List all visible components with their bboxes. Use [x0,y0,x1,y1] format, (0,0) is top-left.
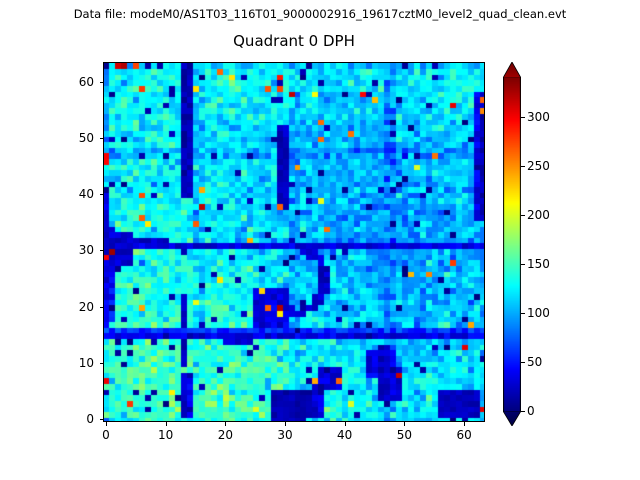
colorbar-over-arrow [503,62,521,78]
y-tick-label: 40 [78,187,94,202]
x-tick-mark [344,422,346,426]
colorbar-under-arrow [503,411,521,426]
y-tick-label: 30 [78,243,94,258]
x-tick-label: 30 [277,428,293,442]
colorbar-tick-label: 0 [527,404,535,418]
y-tick-mark [99,306,103,308]
colorbar-tick-label: 250 [527,159,550,174]
x-tick-label: 10 [158,428,174,442]
axes-title: Quadrant 0 DPH [233,32,355,50]
x-tick-label: 0 [102,428,110,442]
x-tick-mark [225,422,227,426]
heatmap-image [104,63,484,421]
y-tick-mark [99,250,103,252]
colorbar [503,62,521,426]
colorbar-tick-label: 50 [527,355,543,369]
x-tick-mark [404,422,406,426]
y-tick-label: 10 [78,355,94,370]
x-tick-label: 60 [456,428,472,442]
colorbar-gradient [503,78,521,411]
x-tick-label: 50 [396,428,413,442]
x-tick-mark [165,422,167,426]
y-tick-mark [99,362,103,364]
y-tick-mark [99,137,103,139]
colorbar-tick-mark [521,362,525,363]
x-tick-mark [464,422,466,426]
colorbar-tick-label: 200 [527,208,550,223]
x-tick-mark [285,422,286,426]
y-tick-label: 20 [78,299,94,314]
y-tick-label: 60 [78,74,94,89]
colorbar-tick-mark [521,117,525,119]
y-tick-mark [99,194,103,196]
figure-suptitle: Data file: modeM0/AS1T03_116T01_90000029… [73,7,567,21]
colorbar-tick-label: 300 [527,110,550,125]
colorbar-tick-label: 150 [527,257,550,272]
x-tick-label: 40 [337,428,353,442]
colorbar-tick-mark [521,313,525,315]
y-tick-label: 0 [86,412,94,427]
heatmap-axes [103,62,485,422]
y-tick-mark [99,419,103,421]
x-tick-mark [106,422,107,426]
colorbar-tick-label: 100 [527,306,550,321]
y-tick-label: 50 [78,130,94,145]
colorbar-tick-mark [521,215,525,217]
y-tick-mark [99,81,103,83]
colorbar-tick-mark [521,166,525,168]
x-tick-label: 20 [217,428,234,442]
colorbar-tick-mark [521,264,525,266]
colorbar-tick-mark [521,411,525,412]
